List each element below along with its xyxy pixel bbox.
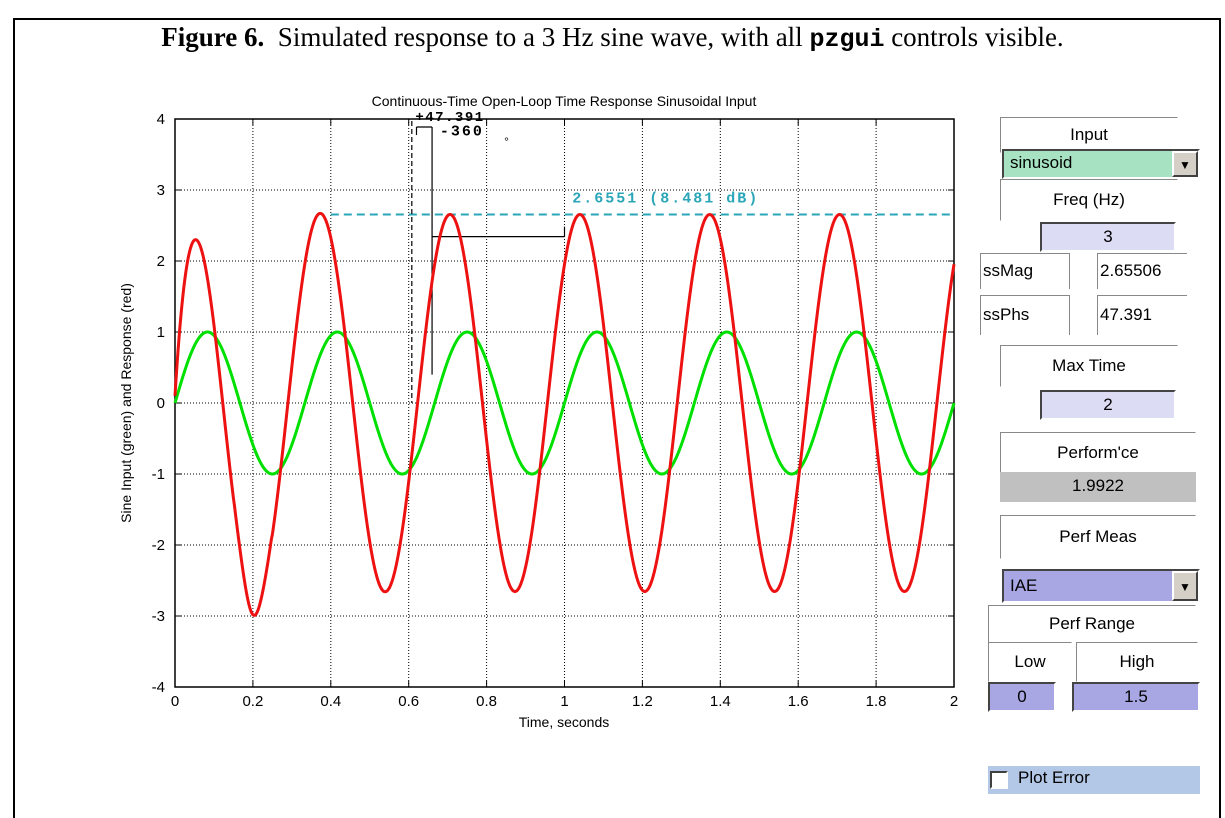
degree-symbol: ° (504, 134, 509, 148)
x-tick-label: 0.4 (320, 693, 341, 710)
x-tick-label: 1.8 (866, 693, 887, 710)
maxtime-input-value: 2 (1103, 395, 1113, 414)
freq-input-value: 3 (1103, 227, 1113, 246)
chart-series (173, 211, 956, 617)
ssphs-label: ssPhs (980, 295, 1070, 335)
perfmeas-select[interactable]: IAE ▼ (1002, 569, 1200, 603)
x-tick-label: 1.6 (788, 693, 809, 710)
input-label-box: Input (1000, 117, 1178, 153)
x-tick-label: 0.2 (242, 693, 263, 710)
input-dropdown-arrow-icon[interactable]: ▼ (1172, 151, 1198, 177)
y-tick-label: -2 (152, 537, 165, 554)
high-label: High (1119, 652, 1155, 671)
x-tick-label: 1 (560, 693, 568, 710)
caption-text-after: controls visible. (891, 22, 1064, 52)
y-axis-label: Sine Input (green) and Response (red) (118, 283, 134, 523)
ssmag-value: 2.65506 (1097, 253, 1187, 289)
x-tick-label: 0.8 (476, 693, 497, 710)
perfrange-label: Perf Range (1049, 614, 1135, 633)
figure-label: Figure 6. (161, 22, 265, 52)
plot-error-checkbox[interactable] (990, 771, 1008, 789)
response-series-line (173, 211, 956, 617)
freq-label: Freq (Hz) (1053, 190, 1125, 209)
x-tick-label: 2 (950, 693, 958, 710)
x-tick-label: 1.2 (632, 693, 653, 710)
perform-value: 1.9922 (1000, 472, 1196, 502)
perfmeas-select-value: IAE (1010, 576, 1038, 595)
perform-label-box: Perform'ce (1000, 432, 1196, 474)
y-tick-label: 0 (157, 395, 165, 412)
phase-label: +47.391 (415, 110, 484, 126)
perform-value-text: 1.9922 (1072, 476, 1124, 495)
perfmeas-dropdown-arrow-icon[interactable]: ▼ (1172, 571, 1198, 601)
maxtime-label: Max Time (1052, 356, 1126, 375)
plot-error-label: Plot Error (1018, 768, 1090, 787)
low-input[interactable]: 0 (988, 682, 1056, 712)
maxtime-input[interactable]: 2 (1040, 390, 1176, 420)
perfmeas-label: Perf Meas (1059, 527, 1137, 546)
y-tick-label: 4 (157, 111, 165, 128)
caption-text-before: Simulated response to a 3 Hz sine wave, … (277, 22, 803, 52)
chart-title: Continuous-Time Open-Loop Time Response … (372, 93, 757, 109)
input-label: Input (1070, 125, 1108, 144)
freq-label-box: Freq (Hz) (1000, 179, 1178, 221)
ssmag-value-text: 2.65506 (1100, 261, 1162, 280)
input-series-line (173, 330, 956, 476)
ssphs-label-text: ssPhs (983, 305, 1030, 324)
y-tick-label: 3 (157, 182, 165, 199)
figure-caption: Figure 6. Simulated response to a 3 Hz s… (0, 22, 1225, 54)
ssmag-label-text: ssMag (983, 261, 1034, 280)
ssphs-value: 47.391 (1097, 295, 1187, 335)
ssphs-value-text: 47.391 (1100, 305, 1152, 324)
period-label: -360 (440, 123, 484, 140)
ssmag-label: ssMag (980, 253, 1070, 289)
perfmeas-label-box: Perf Meas (1000, 515, 1196, 559)
chart-annotations: 2.6551 (8.481 dB) +47.391-360 ° (330, 110, 954, 403)
x-tick-label: 1.4 (710, 693, 731, 710)
low-label: Low (1014, 652, 1046, 671)
x-tick-label: 0 (171, 693, 179, 710)
magnitude-label: 2.6551 (8.481 dB) (572, 190, 759, 207)
high-label-box: High (1076, 642, 1198, 682)
y-tick-label: 2 (157, 253, 165, 270)
input-select[interactable]: sinusoid ▼ (1002, 149, 1200, 179)
input-select-value: sinusoid (1010, 153, 1073, 172)
y-tick-label: -3 (152, 608, 165, 625)
y-tick-label: -4 (152, 679, 165, 696)
low-label-box: Low (988, 642, 1072, 682)
perform-label: Perform'ce (1057, 443, 1139, 462)
figure-frame (13, 18, 1221, 818)
freq-input[interactable]: 3 (1040, 222, 1176, 252)
perfrange-label-box: Perf Range (988, 605, 1196, 643)
low-input-value: 0 (1017, 687, 1027, 706)
x-tick-label: 0.6 (398, 693, 419, 710)
high-input[interactable]: 1.5 (1072, 682, 1200, 712)
y-tick-label: -1 (152, 466, 165, 483)
maxtime-label-box: Max Time (1000, 345, 1178, 387)
chart-ticks: 0 0.2 0.4 0.6 0.8 1 1.2 1.4 1.6 1.8 2 4 3 2 1 0 -1 -2 -3 -4 (152, 111, 959, 710)
response-chart: 0 0.2 0.4 0.6 0.8 1 1.2 1.4 1.6 1.8 2 4 3 2 1 0 -1 -2 -3 -4… (118, 93, 959, 730)
caption-code: pzgui (809, 25, 885, 54)
x-axis-label: Time, seconds (519, 714, 610, 730)
high-input-value: 1.5 (1124, 687, 1148, 706)
y-tick-label: 1 (157, 324, 165, 341)
plot-error-checkbox-row[interactable]: Plot Error (988, 766, 1200, 794)
